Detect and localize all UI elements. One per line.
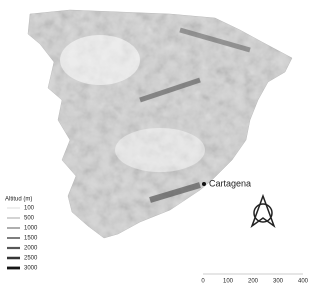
legend-label: 2000 bbox=[24, 246, 38, 252]
relief bbox=[28, 10, 292, 238]
plateau bbox=[115, 128, 205, 172]
north-arrow bbox=[252, 196, 274, 226]
scale-label: 200 bbox=[248, 279, 259, 285]
scale-label: 400 bbox=[298, 279, 309, 285]
legend-label: 1000 bbox=[24, 226, 38, 232]
scale-labels: 0 100 200 300 400 bbox=[201, 279, 308, 285]
legend-label: 1500 bbox=[24, 236, 38, 242]
scale-label: 300 bbox=[273, 279, 284, 285]
plateau bbox=[60, 35, 140, 85]
legend-label: 100 bbox=[24, 206, 35, 212]
map: Cartagena Altitud (m) 100500100015002000… bbox=[0, 0, 309, 286]
city-marker bbox=[202, 182, 206, 186]
spain-territory bbox=[28, 10, 292, 238]
city-label: Cartagena bbox=[209, 178, 251, 188]
legend-label: 3000 bbox=[24, 266, 38, 272]
scale-label: 100 bbox=[223, 279, 234, 285]
legend-title: Altitud (m) bbox=[5, 197, 32, 203]
legend-label: 500 bbox=[24, 216, 35, 222]
legend-label: 2500 bbox=[24, 256, 38, 262]
scale-label: 0 bbox=[201, 279, 205, 285]
legend: 100 500 1000 1500 2000 2500 3000 bbox=[7, 206, 38, 272]
